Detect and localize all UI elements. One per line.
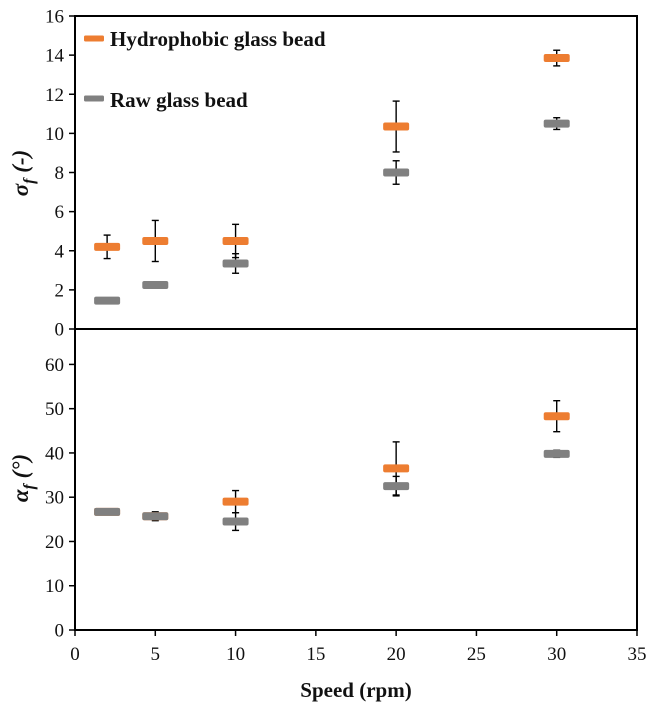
legend-label-hydrophobic: Hydrophobic glass bead	[110, 27, 326, 51]
bottom-y-tick-label: 30	[45, 488, 64, 509]
bottom-point-raw	[142, 512, 169, 521]
bottom-point-raw	[543, 449, 570, 458]
top-point-hydrophobic	[543, 54, 570, 63]
x-tick-label: 25	[467, 644, 486, 665]
bottom-y-tick-label: 20	[45, 532, 64, 553]
x-axis-label: Speed (rpm)	[300, 678, 411, 702]
bottom-y-tick-label: 40	[45, 443, 64, 464]
top-point-hydrophobic	[222, 236, 249, 245]
bottom-y-tick-label: 0	[55, 621, 65, 642]
x-tick-label: 20	[387, 644, 406, 665]
top-point-raw	[383, 168, 410, 177]
top-y-tick-label: 8	[55, 163, 65, 184]
bottom-point-raw	[222, 517, 249, 526]
top-y-axis-label: σf (-)	[8, 150, 38, 196]
x-tick-label: 30	[547, 644, 566, 665]
x-tick-label: 15	[306, 644, 325, 665]
top-y-tick-label: 2	[55, 280, 65, 301]
bottom-y-axis-label: αf (°)	[8, 454, 38, 502]
top-y-tick-label: 16	[45, 7, 64, 28]
top-point-raw	[94, 296, 121, 305]
top-y-tick-label: 14	[45, 46, 65, 67]
plot-frame	[74, 15, 638, 631]
top-y-tick-label: 10	[45, 124, 64, 145]
top-y-tick-label: 12	[45, 85, 64, 106]
bottom-point-hydrophobic	[543, 412, 570, 421]
bottom-y-tick-label: 50	[45, 399, 64, 420]
bottom-point-raw	[94, 507, 121, 516]
x-tick-label: 10	[226, 644, 245, 665]
bottom-y-ticks: 0 10 20 30 40 50 60	[45, 355, 75, 642]
top-y-tick-label: 4	[55, 241, 65, 262]
legend-swatch-hydrophobic	[84, 35, 104, 42]
top-point-hydrophobic	[142, 236, 169, 245]
top-point-raw	[543, 119, 570, 128]
top-point-raw	[222, 259, 249, 268]
bottom-y-tick-label: 10	[45, 576, 64, 597]
x-tick-label: 5	[151, 644, 161, 665]
top-y-ticks: 0 2 4 6 8 10 12 14 16	[45, 7, 75, 341]
x-ticks: 0 5 10 15 20 25 30 35	[70, 630, 647, 665]
top-point-hydrophobic	[94, 242, 121, 251]
legend: Hydrophobic glass bead Raw glass bead	[84, 27, 326, 112]
x-tick-label: 35	[628, 644, 647, 665]
bottom-point-raw	[383, 482, 410, 491]
top-y-tick-label: 0	[55, 320, 65, 341]
x-tick-label: 0	[70, 644, 80, 665]
data-marks	[94, 49, 570, 532]
bottom-point-hydrophobic	[383, 464, 410, 473]
top-point-raw	[142, 280, 169, 289]
bottom-point-hydrophobic	[222, 497, 249, 506]
legend-swatch-raw	[84, 95, 104, 102]
legend-label-raw: Raw glass bead	[110, 88, 248, 112]
top-y-tick-label: 6	[55, 202, 65, 223]
top-point-hydrophobic	[383, 122, 410, 131]
bottom-y-tick-label: 60	[45, 355, 64, 376]
